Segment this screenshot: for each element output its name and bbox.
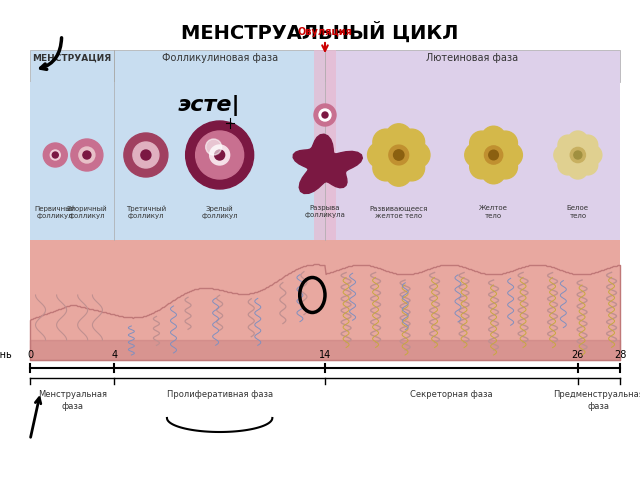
- Circle shape: [404, 142, 430, 168]
- Bar: [325, 50, 620, 82]
- Circle shape: [83, 151, 91, 159]
- Text: Секреторная фаза: Секреторная фаза: [410, 390, 493, 399]
- Circle shape: [79, 147, 95, 163]
- Circle shape: [399, 129, 424, 155]
- Circle shape: [499, 143, 522, 167]
- Circle shape: [51, 150, 60, 160]
- Circle shape: [399, 155, 424, 181]
- Text: Лютеиновая фаза: Лютеиновая фаза: [426, 53, 518, 63]
- Circle shape: [578, 155, 598, 175]
- Circle shape: [570, 147, 586, 163]
- Circle shape: [141, 150, 151, 160]
- Text: 4: 4: [111, 350, 117, 360]
- Circle shape: [133, 142, 159, 168]
- Text: 0: 0: [27, 350, 33, 360]
- Circle shape: [124, 133, 168, 177]
- Text: Белое
тело: Белое тело: [567, 205, 589, 218]
- Circle shape: [574, 151, 582, 159]
- Polygon shape: [293, 134, 362, 193]
- Circle shape: [205, 139, 221, 155]
- Circle shape: [493, 155, 518, 179]
- Circle shape: [386, 160, 412, 186]
- Circle shape: [568, 159, 588, 179]
- Bar: [30, 240, 620, 360]
- Text: Вторичный
фолликул: Вторичный фолликул: [67, 205, 108, 219]
- Circle shape: [373, 129, 399, 155]
- Circle shape: [578, 135, 598, 155]
- Bar: [115, 50, 325, 82]
- Text: Пролиферативная фаза: Пролиферативная фаза: [166, 390, 273, 399]
- Circle shape: [558, 155, 578, 175]
- Circle shape: [568, 131, 588, 151]
- Text: Овуляция: Овуляция: [298, 27, 353, 37]
- Text: Третичный
фолликул: Третичный фолликул: [126, 205, 166, 219]
- Circle shape: [319, 109, 331, 121]
- Text: Менструальная
фаза: Менструальная фаза: [38, 390, 107, 411]
- Circle shape: [481, 126, 506, 150]
- Circle shape: [394, 150, 404, 160]
- Text: Первичный
фолликул: Первичный фолликул: [35, 205, 76, 219]
- Circle shape: [554, 145, 574, 165]
- Circle shape: [470, 131, 493, 155]
- Circle shape: [71, 139, 103, 171]
- Text: Зрелый
фолликул: Зрелый фолликул: [202, 205, 238, 219]
- Text: Фолликулиновая фаза: Фолликулиновая фаза: [161, 53, 278, 63]
- Circle shape: [558, 135, 578, 155]
- Text: 14: 14: [319, 350, 331, 360]
- Circle shape: [373, 155, 399, 181]
- Bar: [30, 82, 325, 240]
- Circle shape: [214, 150, 225, 160]
- Circle shape: [367, 142, 394, 168]
- Bar: [325, 82, 620, 240]
- Circle shape: [52, 152, 58, 158]
- Bar: [30, 50, 115, 82]
- Circle shape: [489, 150, 499, 160]
- Bar: [30, 342, 620, 360]
- Text: Разрыва
фолликула: Разрыва фолликула: [305, 205, 346, 218]
- Circle shape: [389, 145, 408, 165]
- Circle shape: [196, 131, 244, 179]
- Circle shape: [44, 143, 67, 167]
- Circle shape: [465, 143, 489, 167]
- Circle shape: [470, 155, 493, 179]
- Circle shape: [210, 145, 230, 165]
- Text: Желтое
тело: Желтое тело: [479, 205, 508, 218]
- Circle shape: [484, 146, 502, 164]
- Circle shape: [186, 121, 253, 189]
- Text: МЕНСТРУАЦИЯ: МЕНСТРУАЦИЯ: [33, 53, 112, 62]
- Circle shape: [322, 112, 328, 118]
- Circle shape: [481, 160, 506, 184]
- Text: 28: 28: [614, 350, 626, 360]
- Bar: [314, 50, 335, 240]
- Text: День: День: [0, 350, 12, 360]
- Circle shape: [386, 124, 412, 150]
- Text: 26: 26: [572, 350, 584, 360]
- Text: МЕНСТРУАЛЬНЫЙ ЦИКЛ: МЕНСТРУАЛЬНЫЙ ЦИКЛ: [181, 22, 459, 43]
- Circle shape: [582, 145, 602, 165]
- Circle shape: [314, 104, 336, 126]
- Circle shape: [493, 131, 518, 155]
- Text: Развивающееся
желтое тело: Развивающееся желтое тело: [369, 205, 428, 218]
- Text: эсте|: эсте|: [178, 95, 241, 116]
- Text: Предменструальная
фаза: Предменструальная фаза: [554, 390, 640, 411]
